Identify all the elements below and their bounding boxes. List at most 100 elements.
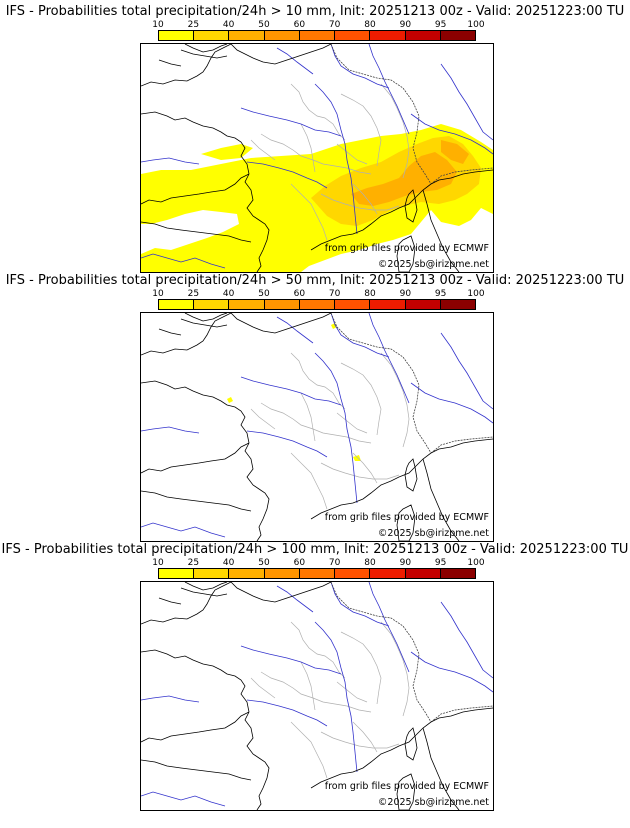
rivers	[141, 44, 493, 269]
colorbar-tick-label: 100	[467, 289, 485, 299]
colorbar-swatch	[370, 569, 406, 578]
corsica-coastline	[404, 189, 418, 223]
rivers	[141, 313, 493, 538]
panel-title: IFS - Probabilities total precipitation/…	[5, 273, 625, 288]
colorbar-tick-label: 50	[258, 558, 270, 568]
copyright-credit: ©2025 sb@irizpme.net	[377, 797, 489, 808]
probability-area	[351, 152, 457, 206]
colorbar-swatch	[405, 300, 441, 309]
panel-title: IFS - Probabilities total precipitation/…	[1, 542, 629, 557]
corsica-coastline	[404, 458, 418, 492]
colorbar-swatch	[264, 31, 300, 40]
colorbar-tick-label: 40	[222, 558, 235, 568]
colorbar-tick-label: 70	[328, 20, 341, 30]
colorbar-swatch	[440, 300, 475, 309]
colorbar-swatch	[335, 300, 371, 309]
map-canvas	[141, 313, 493, 541]
colorbar-tick-label: 60	[293, 289, 306, 299]
colorbar-tick-label: 95	[434, 20, 447, 30]
coastline	[141, 313, 493, 541]
colorbar-tick-label: 90	[399, 289, 412, 299]
department-borders	[250, 352, 410, 510]
colorbar	[158, 299, 476, 310]
colorbar-tick-label: 90	[399, 558, 412, 568]
colorbar-swatch	[335, 569, 371, 578]
coastline	[141, 582, 493, 810]
colorbar-swatch	[370, 31, 406, 40]
sardinia-coastline	[396, 504, 416, 541]
colorbar-tick-label: 80	[364, 20, 376, 30]
colorbar-tick-label: 100	[467, 20, 485, 30]
colorbar-swatch	[264, 300, 300, 309]
probability-area	[353, 455, 361, 461]
colorbar-swatch	[229, 300, 265, 309]
colorbar-swatch	[194, 31, 230, 40]
colorbar-tick-label: 40	[222, 20, 235, 30]
colorbar-tick-labels: 10 25 40 50 60 70 80 90 95 100	[152, 289, 484, 299]
forecast-panel-50mm: IFS - Probabilities total precipitation/…	[0, 273, 630, 543]
colorbar-tick-label: 10	[152, 20, 164, 30]
colorbar-tick-label: 40	[222, 289, 235, 299]
copyright-credit: ©2025 sb@irizpme.net	[377, 259, 489, 270]
source-credit: from grib files provided by ECMWF	[324, 512, 489, 523]
department-borders	[250, 83, 410, 241]
colorbar-tick-label: 80	[364, 289, 376, 299]
map-france: from grib files provided by ECMWF ©2025 …	[140, 581, 494, 811]
department-borders	[250, 621, 410, 779]
sardinia-coastline	[396, 235, 416, 272]
colorbar-tick-label: 60	[293, 558, 306, 568]
coastline	[141, 44, 493, 272]
colorbar-swatch	[440, 569, 475, 578]
colorbar-swatch	[405, 31, 441, 40]
national-borders	[330, 313, 493, 454]
colorbar-tick-label: 100	[467, 558, 485, 568]
colorbar	[158, 30, 476, 41]
colorbar-tick-label: 10	[152, 558, 164, 568]
colorbar-swatch	[194, 300, 230, 309]
colorbar-tick-label: 25	[187, 558, 200, 568]
map-canvas	[141, 44, 493, 272]
colorbar-tick-label: 95	[434, 558, 447, 568]
national-borders	[330, 44, 493, 185]
colorbar-swatch	[194, 569, 230, 578]
colorbar-swatch	[159, 300, 195, 309]
colorbar-swatch	[299, 31, 336, 40]
colorbar-swatch	[370, 300, 406, 309]
probability-area	[441, 140, 469, 164]
map-canvas	[141, 582, 493, 810]
sardinia-coastline	[396, 773, 416, 810]
colorbar	[158, 568, 476, 579]
probability-area	[141, 192, 205, 212]
panel-title: IFS - Probabilities total precipitation/…	[5, 4, 625, 19]
rivers	[141, 582, 493, 807]
corsica-coastline	[404, 727, 418, 761]
colorbar-tick-label: 50	[258, 20, 270, 30]
colorbar-swatch	[440, 31, 475, 40]
colorbar-tick-labels: 10 25 40 50 60 70 80 90 95 100	[152, 558, 484, 568]
colorbar-tick-label: 50	[258, 289, 270, 299]
colorbar-swatch	[335, 31, 371, 40]
copyright-credit: ©2025 sb@irizpme.net	[377, 528, 489, 539]
colorbar-swatch	[229, 569, 265, 578]
colorbar-tick-label: 95	[434, 289, 447, 299]
source-credit: from grib files provided by ECMWF	[324, 243, 489, 254]
colorbar-tick-label: 70	[328, 558, 341, 568]
national-borders	[330, 582, 493, 723]
source-credit: from grib files provided by ECMWF	[324, 781, 489, 792]
map-france: from grib files provided by ECMWF ©2025 …	[140, 43, 494, 273]
colorbar-tick-label: 80	[364, 558, 376, 568]
colorbar-tick-labels: 10 25 40 50 60 70 80 90 95 100	[152, 20, 484, 30]
colorbar-tick-label: 25	[187, 20, 200, 30]
colorbar-swatch	[159, 31, 195, 40]
probability-area	[201, 144, 253, 160]
colorbar-swatch	[229, 31, 265, 40]
colorbar-tick-label: 90	[399, 20, 412, 30]
colorbar-swatch	[264, 569, 300, 578]
colorbar-tick-label: 60	[293, 20, 306, 30]
colorbar-tick-label: 70	[328, 289, 341, 299]
colorbar-swatch	[299, 569, 336, 578]
forecast-panel-100mm: IFS - Probabilities total precipitation/…	[0, 542, 630, 812]
colorbar-swatch	[299, 300, 336, 309]
forecast-panel-10mm: IFS - Probabilities total precipitation/…	[0, 4, 630, 274]
colorbar-tick-label: 25	[187, 289, 200, 299]
